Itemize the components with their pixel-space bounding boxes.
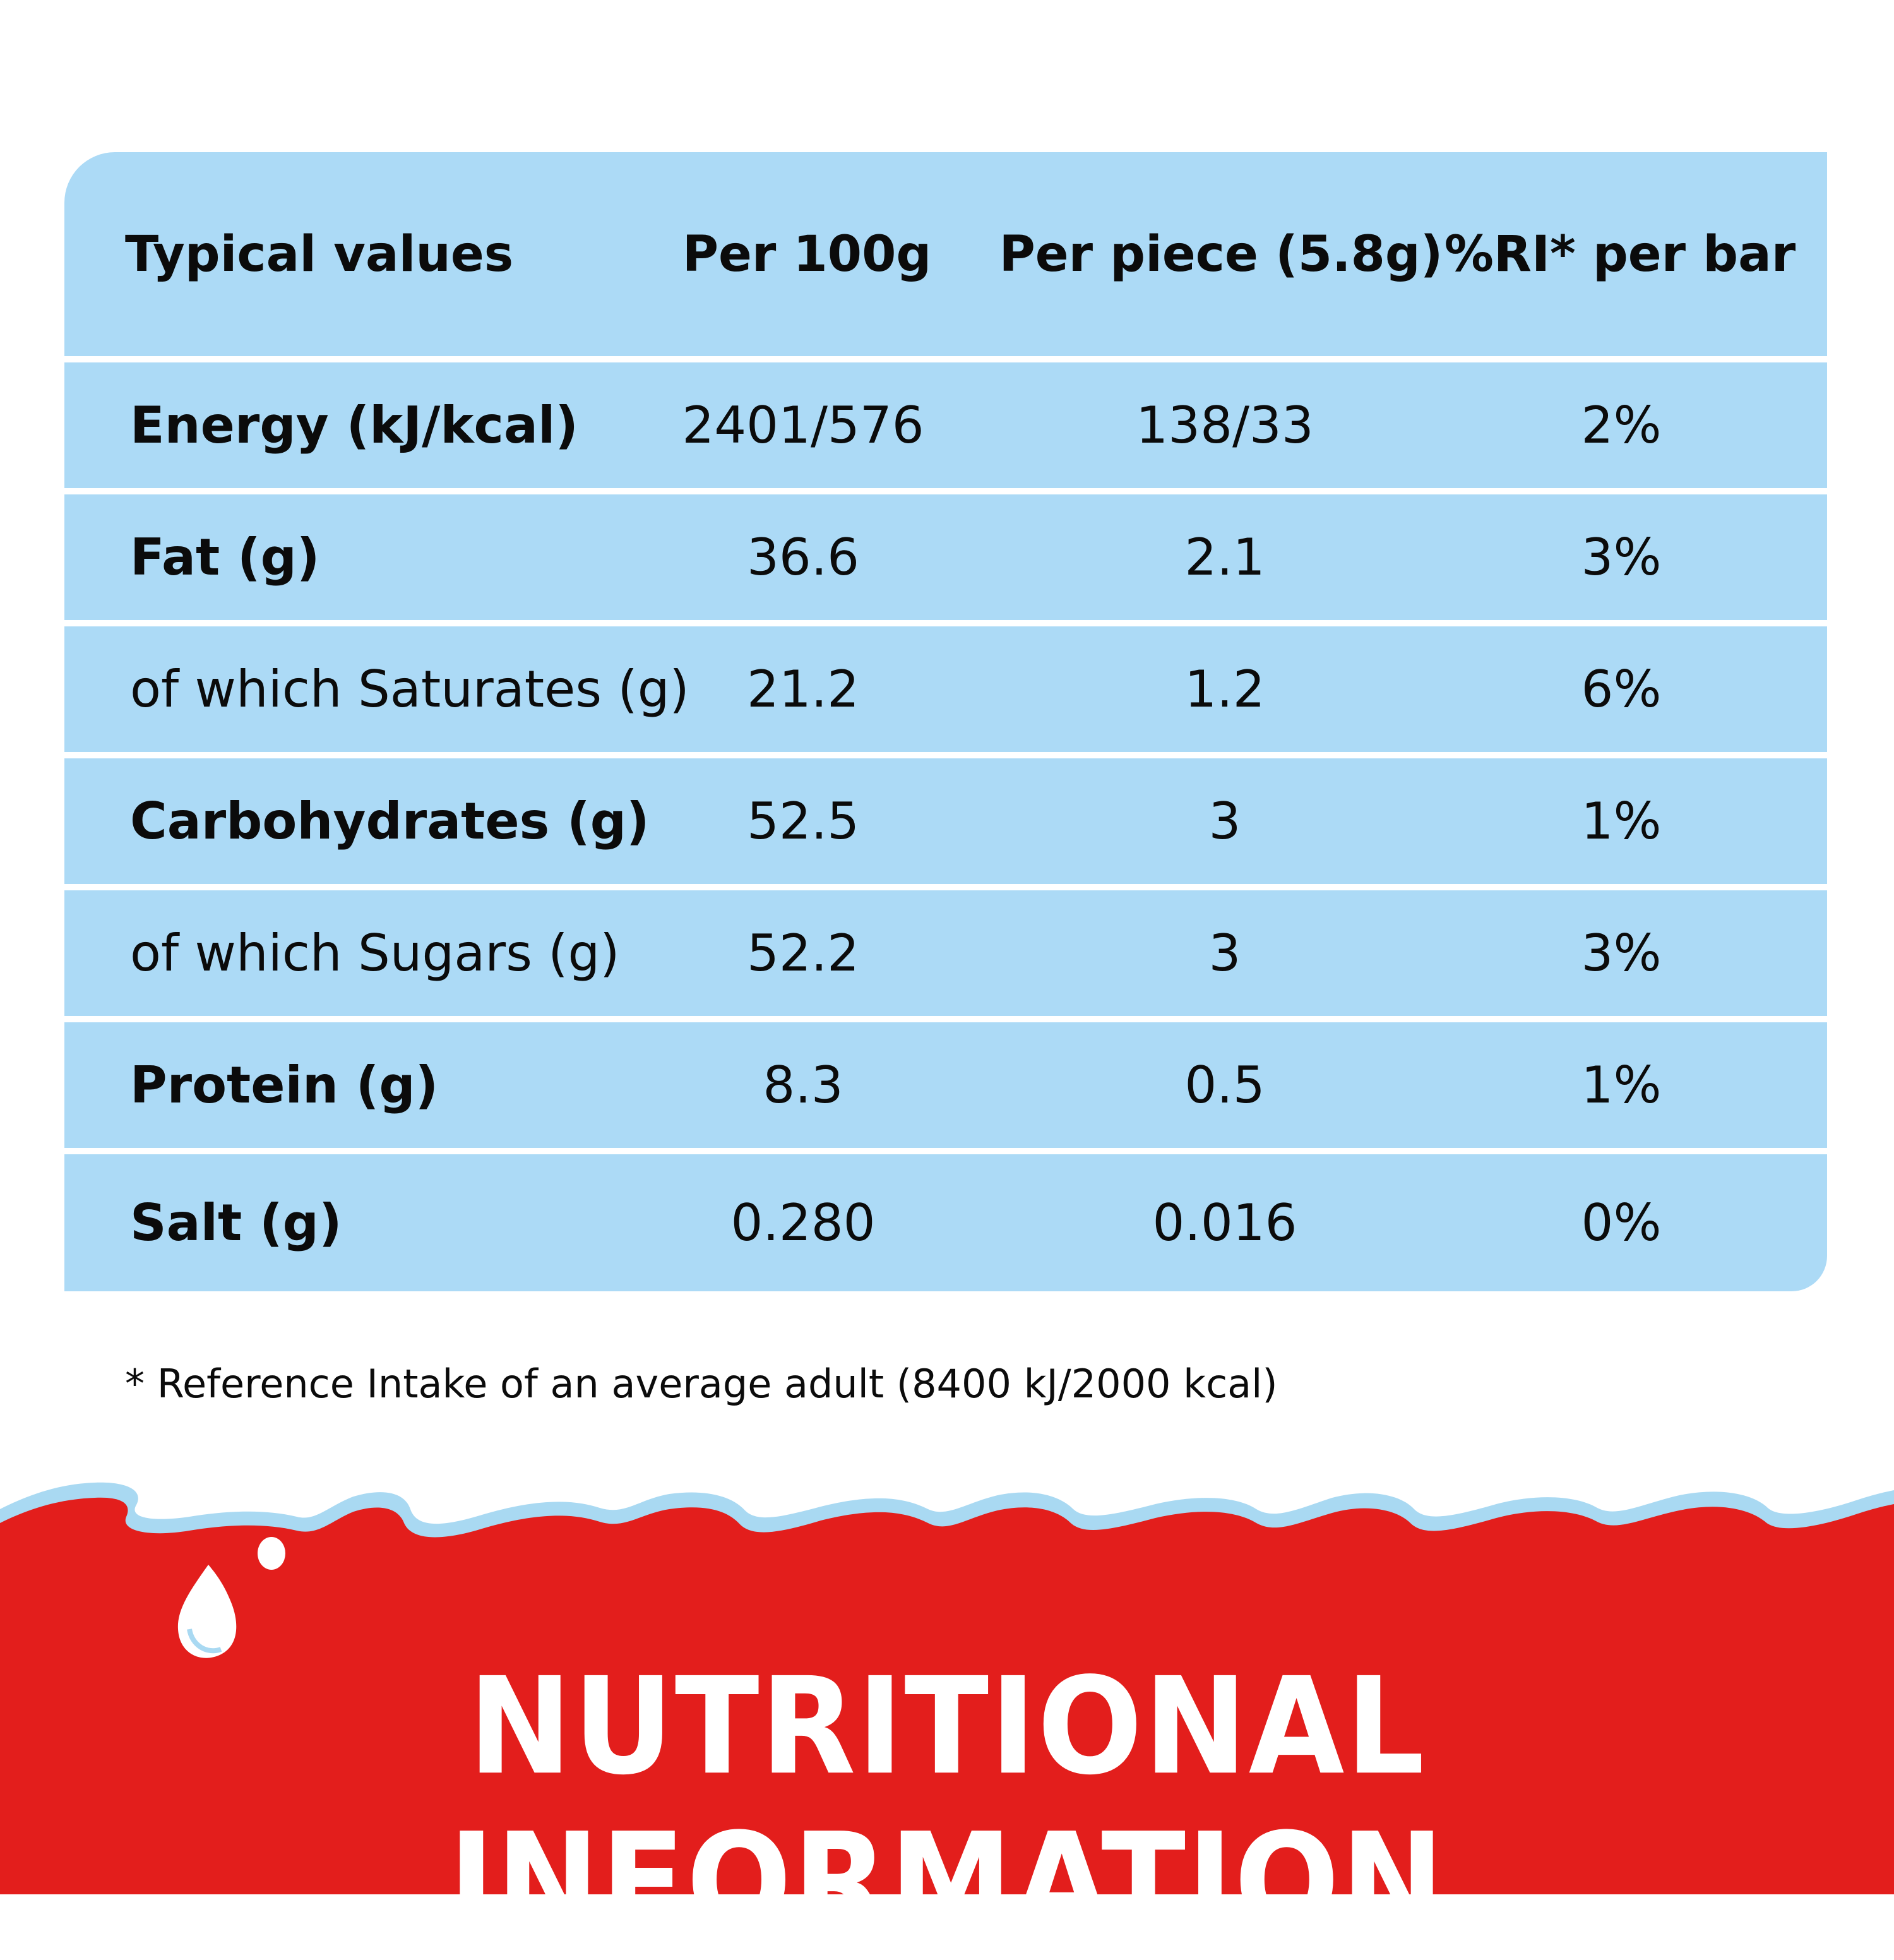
row-label: of which Sugars (g) bbox=[130, 923, 620, 983]
table-row-fat: Fat (g) 36.6 2.1 3% bbox=[64, 494, 1827, 620]
header-typical-values: Typical values bbox=[125, 225, 514, 283]
per-100g-value: 36.6 bbox=[746, 527, 860, 587]
header-per-100g: Per 100g bbox=[682, 225, 932, 283]
per-piece-value: 1.2 bbox=[1184, 659, 1265, 719]
per-100g-value: 52.5 bbox=[746, 791, 860, 851]
table-row-carbohydrates: Carbohydrates (g) 52.5 3 1% bbox=[64, 758, 1827, 884]
row-label: Fat (g) bbox=[130, 527, 320, 587]
ri-value: 1% bbox=[1581, 1055, 1662, 1114]
table-header-row: Typical values Per 100g Per piece (5.8g)… bbox=[64, 152, 1827, 356]
per-piece-value: 138/33 bbox=[1136, 395, 1314, 455]
milk-drop-icon bbox=[177, 1537, 285, 1658]
ri-value: 6% bbox=[1581, 659, 1662, 719]
row-label: of which Saturates (g) bbox=[130, 659, 689, 719]
per-100g-value: 2401/576 bbox=[682, 395, 924, 455]
per-100g-value: 0.280 bbox=[730, 1193, 876, 1252]
row-label: Energy (kJ/kcal) bbox=[130, 395, 578, 455]
row-label: Salt (g) bbox=[130, 1193, 342, 1252]
ri-value: 3% bbox=[1581, 527, 1662, 587]
header-per-piece: Per piece (5.8g) bbox=[999, 225, 1443, 283]
table-row-sugars: of which Sugars (g) 52.2 3 3% bbox=[64, 890, 1827, 1016]
row-label: Carbohydrates (g) bbox=[130, 791, 650, 851]
per-100g-value: 21.2 bbox=[746, 659, 860, 719]
ri-value: 3% bbox=[1581, 923, 1662, 983]
per-piece-value: 0.5 bbox=[1184, 1055, 1265, 1114]
per-piece-value: 2.1 bbox=[1184, 527, 1265, 587]
table-row-saturates: of which Saturates (g) 21.2 1.2 6% bbox=[64, 626, 1827, 752]
footnote: * Reference Intake of an average adult (… bbox=[125, 1361, 1278, 1407]
per-piece-value: 0.016 bbox=[1152, 1193, 1297, 1252]
ri-value: 0% bbox=[1581, 1193, 1662, 1252]
per-100g-value: 52.2 bbox=[746, 923, 860, 983]
table-row-protein: Protein (g) 8.3 0.5 1% bbox=[64, 1022, 1827, 1148]
red-wave-body bbox=[0, 1497, 1894, 1894]
table-row-energy: Energy (kJ/kcal) 2401/576 138/33 2% bbox=[64, 362, 1827, 488]
per-piece-value: 3 bbox=[1208, 791, 1241, 851]
table-row-salt: Salt (g) 0.280 0.016 0% bbox=[64, 1154, 1827, 1291]
row-label: Protein (g) bbox=[130, 1055, 439, 1114]
milk-wave-graphic bbox=[0, 1482, 1894, 1894]
per-piece-value: 3 bbox=[1208, 923, 1241, 983]
ri-value: 2% bbox=[1581, 395, 1662, 455]
red-milk-splash-banner bbox=[0, 1471, 1894, 1894]
per-100g-value: 8.3 bbox=[763, 1055, 843, 1114]
nutrition-table: Typical values Per 100g Per piece (5.8g)… bbox=[64, 152, 1827, 1291]
banner-title: NUTRITIONAL INFORMATION bbox=[448, 1649, 1446, 1960]
header-ri-per-bar: %RI* per bar bbox=[1444, 225, 1796, 283]
ri-value: 1% bbox=[1581, 791, 1662, 851]
